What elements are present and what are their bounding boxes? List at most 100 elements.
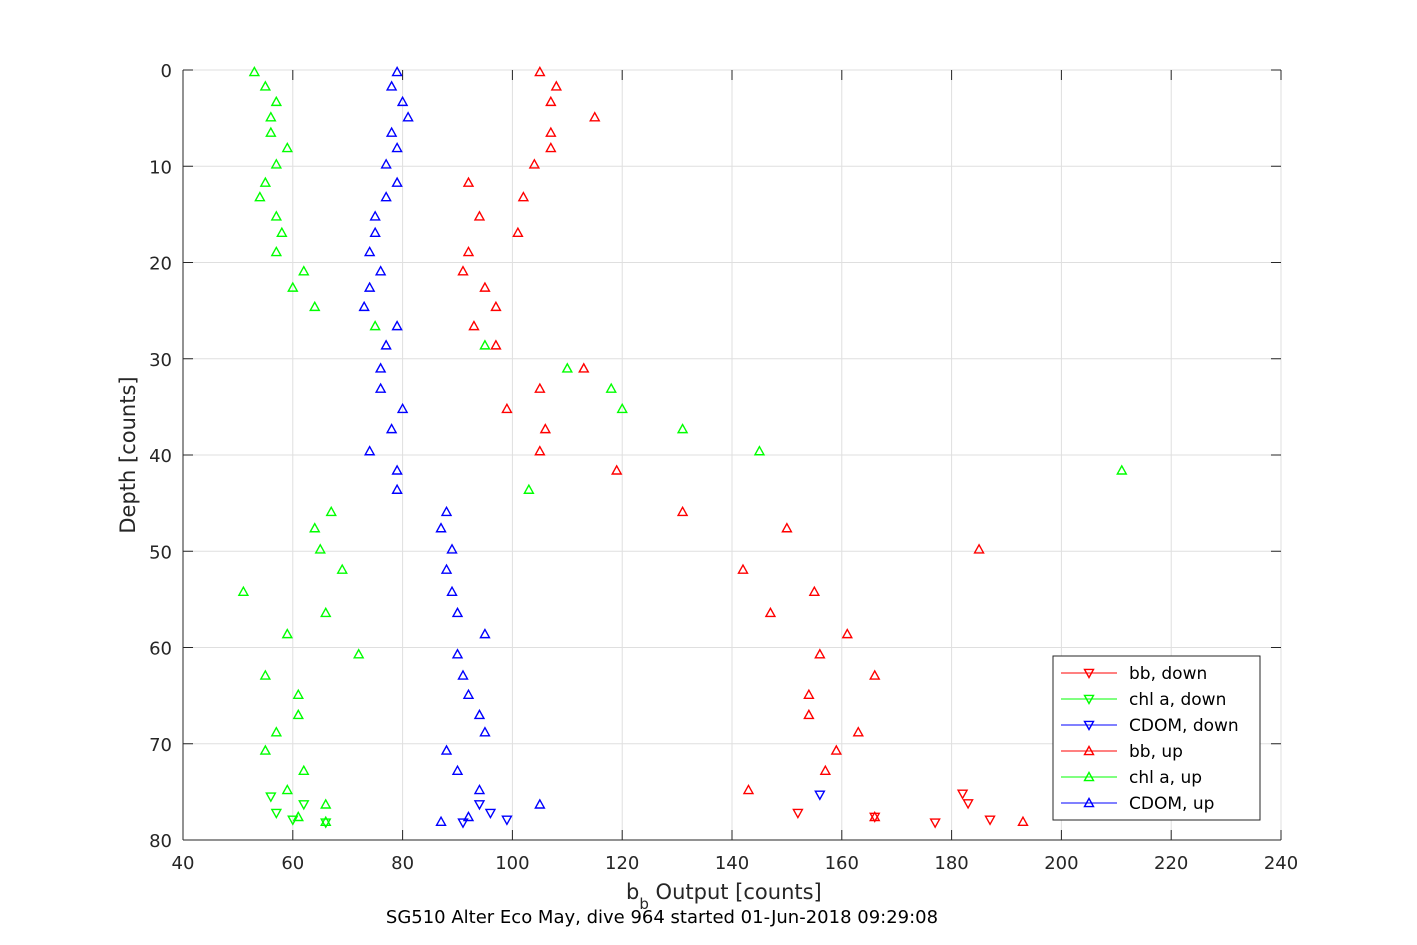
data-point <box>358 300 370 312</box>
data-point <box>929 818 941 829</box>
y-tick-label: 0 <box>161 61 172 82</box>
data-point <box>270 808 283 819</box>
x-axis-label-subscript: b <box>639 895 649 913</box>
data-point <box>808 585 821 596</box>
y-tick-label: 70 <box>149 735 172 756</box>
data-point <box>385 423 398 434</box>
chart-subtitle: SG510 Alter Eco May, dive 964 started 01… <box>386 907 938 928</box>
data-point <box>270 245 283 257</box>
data-point <box>380 158 392 169</box>
data-point <box>737 563 749 574</box>
x-tick-label: 200 <box>1044 853 1078 874</box>
data-point <box>270 95 283 107</box>
data-point <box>336 563 348 574</box>
data-point <box>292 688 304 699</box>
data-point <box>446 543 458 554</box>
data-point <box>281 628 293 639</box>
x-tick-label: 40 <box>172 853 195 874</box>
data-point <box>369 210 381 221</box>
data-point <box>380 339 392 350</box>
series-chl-a-up <box>237 65 1128 827</box>
data-point <box>451 648 464 659</box>
data-point <box>396 402 409 414</box>
data-point <box>479 628 491 639</box>
data-point <box>512 226 524 237</box>
data-point <box>869 669 881 680</box>
data-point <box>814 648 826 659</box>
data-point <box>484 808 497 819</box>
y-tick-label: 40 <box>149 446 172 467</box>
data-point <box>473 784 486 795</box>
legend-label: bb, up <box>1129 742 1183 762</box>
x-tick-label: 80 <box>391 853 414 874</box>
y-tick-label: 30 <box>149 350 172 371</box>
data-point <box>984 815 996 826</box>
legend-marker <box>1083 694 1095 705</box>
x-tick-label: 240 <box>1264 853 1298 874</box>
data-point <box>534 445 546 456</box>
data-point <box>435 522 447 533</box>
x-tick-label: 180 <box>934 853 968 874</box>
data-point <box>281 142 293 153</box>
data-point <box>501 402 513 414</box>
data-point <box>374 382 387 393</box>
y-tick-label: 80 <box>149 831 172 852</box>
data-point <box>561 362 573 373</box>
data-point <box>298 800 310 811</box>
data-point <box>1017 815 1029 827</box>
axes <box>182 69 1282 841</box>
legend-label: CDOM, down <box>1129 716 1239 736</box>
data-point <box>819 764 832 775</box>
legend-label: chl a, up <box>1129 768 1202 788</box>
data-point <box>391 483 403 494</box>
data-point <box>270 210 283 221</box>
data-point <box>374 265 387 276</box>
x-axis-label: bb Output [counts] <box>626 880 822 913</box>
data-point <box>451 606 464 618</box>
legend-marker <box>1083 668 1095 679</box>
data-point <box>385 80 398 91</box>
data-point <box>298 764 310 775</box>
data-point <box>352 648 365 659</box>
data-point <box>517 191 530 202</box>
data-point <box>490 300 502 312</box>
data-point <box>363 281 376 292</box>
data-point <box>391 142 403 153</box>
data-point <box>753 445 766 456</box>
data-point <box>363 445 376 456</box>
data-point <box>605 382 617 393</box>
data-point <box>473 800 486 811</box>
data-point <box>385 126 398 137</box>
data-point <box>589 111 601 122</box>
data-point <box>534 382 546 393</box>
data-point <box>259 80 272 91</box>
data-point <box>803 688 815 699</box>
data-point <box>446 585 458 596</box>
series-bb-up <box>457 65 1029 827</box>
data-point <box>545 142 557 153</box>
data-point <box>391 464 403 475</box>
y-tick-label: 50 <box>149 542 172 563</box>
x-axis-label-main: b <box>626 880 639 904</box>
data-point <box>676 423 689 434</box>
data-point <box>292 810 304 822</box>
data-point <box>1116 464 1128 475</box>
legend-marker <box>1083 720 1095 731</box>
data-point <box>254 191 266 202</box>
data-point <box>462 810 475 822</box>
data-point <box>276 226 288 237</box>
data-point <box>391 320 403 331</box>
data-point <box>534 798 546 809</box>
legend: bb, down chl a, down CDOM, down bb, up chl a… <box>1052 655 1261 821</box>
y-tick-label: 20 <box>149 254 172 275</box>
data-point <box>363 245 376 257</box>
data-point <box>962 799 974 810</box>
legend-label: bb, down <box>1129 664 1207 684</box>
y-tick-label: 10 <box>149 157 172 178</box>
data-point <box>490 339 502 350</box>
data-point <box>528 158 541 169</box>
x-tick-label: 60 <box>281 853 304 874</box>
data-point <box>325 505 337 517</box>
data-point <box>281 784 293 795</box>
data-point <box>259 669 272 680</box>
